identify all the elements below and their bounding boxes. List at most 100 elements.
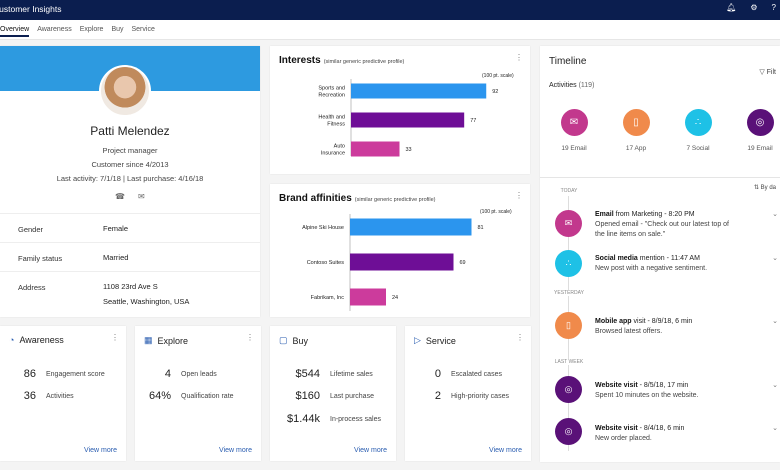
tab-awareness[interactable]: Awareness (37, 26, 72, 33)
view-more-link[interactable]: View more (489, 447, 522, 454)
more-options-icon[interactable]: ⋮ (515, 191, 523, 200)
gear-icon[interactable]: ⚙ (750, 3, 758, 12)
field-value-line2: Seattle, Washington, USA (103, 297, 190, 306)
field-value: Female (103, 224, 129, 233)
view-more-link[interactable]: View more (219, 447, 252, 454)
profile-field-address: Address 1108 23rd Ave S Seattle, Washing… (0, 271, 260, 317)
bar[interactable] (350, 253, 454, 271)
email-icon[interactable]: ✉ (137, 192, 145, 201)
profile-customer-since: Customer since 4/2013 (91, 160, 169, 169)
view-more-link[interactable]: View more (354, 447, 387, 454)
sort-icon: ⇅ (753, 185, 759, 191)
more-options-icon[interactable]: ⋮ (516, 333, 524, 342)
profile-activity: Last activity: 7/1/18 | Last purchase: 4… (56, 174, 204, 183)
chevron-down-icon[interactable]: ⌄ (772, 382, 778, 389)
field-value: Married (103, 253, 129, 262)
chevron-down-icon[interactable]: ⌄ (772, 255, 778, 262)
tab-overview[interactable]: Overview (0, 26, 30, 37)
brands-title: Brand affinities (similar generic predict… (279, 193, 436, 204)
buy-card: ▢ Buy $544 Lifetime sales $160 Last purchas… (270, 326, 396, 461)
timeline-event[interactable]: Social media mention - 11:47 AM New post… (595, 255, 708, 272)
help-icon[interactable]: ? (771, 3, 776, 12)
bar[interactable] (351, 83, 487, 99)
more-options-icon[interactable]: ⋮ (111, 333, 119, 342)
people-icon: ∴ (555, 250, 582, 277)
category-label: Auto (334, 144, 345, 150)
category-label: Fabrikam, Inc (311, 295, 345, 301)
timeline-event[interactable]: Website visit - 8/4/18, 6 min New order … (595, 425, 685, 442)
timeline-title: Timeline (549, 56, 587, 67)
phone-icon: ▯ (555, 312, 582, 339)
more-options-icon[interactable]: ⋮ (515, 53, 523, 62)
profile-card: Patti Melendez Project manager Customer … (0, 46, 260, 317)
bar[interactable] (351, 112, 465, 128)
category-app[interactable]: ▯ 17 App (606, 109, 666, 152)
timeline-event[interactable]: Email from Marketing - 8:20 PM Opened em… (595, 211, 730, 238)
tab-service[interactable]: Service (131, 26, 155, 33)
bar-value-label: 77 (470, 118, 476, 124)
category-label: Fitness (327, 122, 345, 128)
interests-card: Interests (similar generic predictive pro… (270, 46, 530, 174)
filter-button[interactable]: ▽ Filt (759, 69, 776, 76)
filter-icon: ▽ (759, 69, 765, 76)
explore-header: ▦ Explore (144, 335, 189, 346)
profile-role: Project manager (102, 146, 158, 155)
view-more-link[interactable]: View more (84, 447, 117, 454)
category-label: Sports and (318, 86, 345, 92)
scale-note: (100 pt. scale) (482, 73, 514, 79)
activities-header: Activities (119) (549, 82, 595, 89)
tab-buy[interactable]: Buy (111, 26, 124, 33)
field-value: 1108 23rd Ave S (103, 282, 158, 291)
explore-card: ▦ Explore ⋮ 4 Open leads 64% Qualification … (135, 326, 261, 461)
category-label: Health and (318, 115, 345, 121)
tab-explore[interactable]: Explore (79, 26, 104, 33)
buy-header: ▢ Buy (279, 335, 309, 346)
sort-button[interactable]: ⇅ By da (753, 185, 776, 191)
bar[interactable] (351, 141, 400, 157)
section-yesterday: YESTERDAY (540, 290, 598, 296)
tab-list: Overview Awareness Explore Buy Service (0, 26, 155, 37)
bell-icon[interactable]: 🔔︎ (726, 3, 737, 12)
shopping-bag-icon: ▢ (279, 335, 288, 345)
top-bar: Customer Insights 🔔︎ ⚙ ? (0, 0, 780, 20)
avatar (99, 65, 151, 117)
people-icon: ∴ (684, 109, 712, 136)
app-title: Customer Insights (0, 4, 62, 14)
category-label: Contoso Suites (307, 260, 345, 266)
bar-value-label: 33 (406, 147, 412, 153)
bar[interactable] (350, 218, 472, 236)
service-card: ▷ Service ⋮ 0 Escalated cases 2 High-priori… (405, 326, 531, 461)
section-last-week: LAST WEEK (540, 359, 598, 365)
bar-value-label: 81 (478, 225, 484, 231)
divider (540, 177, 780, 178)
category-social[interactable]: ∴ 7 Social (668, 109, 728, 152)
globe-icon: ◎ (555, 418, 582, 445)
timeline-event[interactable]: Mobile app visit - 8/9/18, 6 min Browsed… (595, 318, 693, 335)
chevron-down-icon[interactable]: ⌄ (772, 425, 778, 432)
top-icons: 🔔︎ ⚙ ? (726, 3, 776, 12)
category-email[interactable]: ✉ 19 Email (544, 109, 604, 152)
bar-value-label: 92 (492, 89, 498, 95)
interests-title: Interests (similar generic predictive pro… (279, 55, 405, 66)
awareness-icon: ◔ (9, 335, 15, 345)
more-options-icon[interactable]: ⋮ (246, 333, 254, 342)
category-web[interactable]: ◎ 19 Email (730, 109, 780, 152)
section-today: TODAY (540, 188, 598, 194)
bar[interactable] (350, 288, 386, 306)
chevron-down-icon[interactable]: ⌄ (772, 211, 778, 218)
map-icon: ▦ (144, 335, 153, 345)
field-label: Family status (18, 254, 63, 263)
timeline-event[interactable]: Website visit - 8/5/18, 17 min Spent 10 … (595, 382, 699, 399)
brands-chart: 81 Alpine Ski House 69 Contoso Suites 24 Fabr… (302, 214, 484, 311)
chevron-down-icon[interactable]: ⌄ (772, 318, 778, 325)
scale-note: (100 pt. scale) (480, 209, 512, 215)
field-label: Gender (18, 225, 44, 234)
brand-affinities-card: Brand affinities (similar generic predict… (270, 184, 530, 317)
service-header: ▷ Service (414, 335, 456, 346)
profile-contact-icons: ☎ ✉ (115, 192, 145, 201)
timeline-card: Timeline ▽ Filt Activities (119) ✉ 19 Em… (540, 46, 780, 462)
phone-icon: ▯ (622, 109, 650, 136)
field-label: Address (18, 283, 46, 292)
phone-icon[interactable]: ☎ (115, 192, 125, 201)
